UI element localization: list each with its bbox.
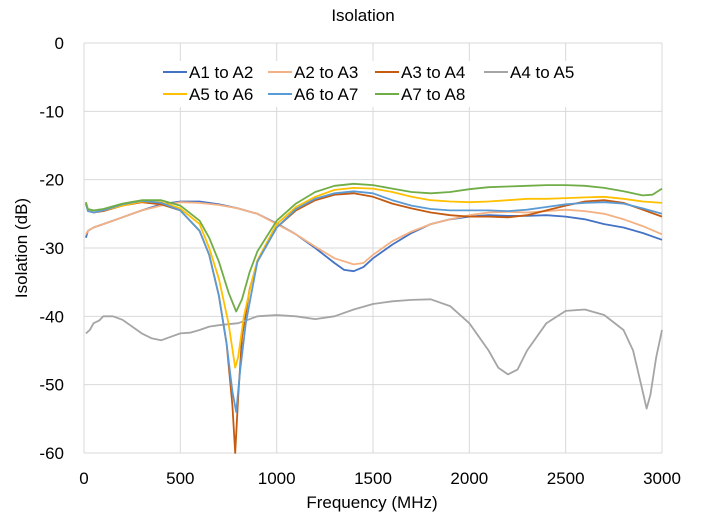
legend-label: A6 to A7 [294,85,358,104]
series-line [85,187,663,369]
x-tick-label: 3000 [643,469,681,488]
y-tick-label: -30 [39,239,64,258]
y-axis-ticks: 0 -10 -20 -30 -40 -50 -60 [39,34,64,463]
series-line [85,190,663,413]
y-axis-label: Isolation (dB) [12,198,31,298]
y-tick-label: -20 [39,171,64,190]
legend: A1 to A2 A2 to A3 A3 to A4 A4 to A5 A5 to A6… [163,63,574,104]
x-tick-label: 2000 [450,469,488,488]
series-line [85,200,663,273]
gridlines [83,42,663,454]
y-tick-label: -10 [39,102,64,121]
x-tick-label: 1500 [354,469,392,488]
chart-title: Isolation [331,6,394,25]
x-tick-label: 500 [166,469,194,488]
series-line [85,298,663,410]
x-tick-label: 2500 [547,469,585,488]
legend-label: A2 to A3 [294,63,358,82]
series-lines [85,182,663,454]
x-axis-ticks: 0 500 1000 1500 2000 2500 3000 [79,469,681,488]
legend-label: A3 to A4 [401,63,465,82]
legend-label: A4 to A5 [510,63,574,82]
series-line [85,182,663,313]
y-tick-label: -50 [39,376,64,395]
legend-label: A5 to A6 [189,85,253,104]
legend-background [158,61,588,107]
y-tick-label: -40 [39,307,64,326]
x-axis-label: Frequency (MHz) [306,493,437,512]
series-line [85,201,663,266]
x-tick-label: 0 [79,469,88,488]
x-tick-label: 1000 [258,469,296,488]
y-tick-label: -60 [39,444,64,463]
series-line [85,192,663,454]
legend-label: A1 to A2 [189,63,253,82]
y-tick-label: 0 [55,34,64,53]
legend-label: A7 to A8 [401,85,465,104]
